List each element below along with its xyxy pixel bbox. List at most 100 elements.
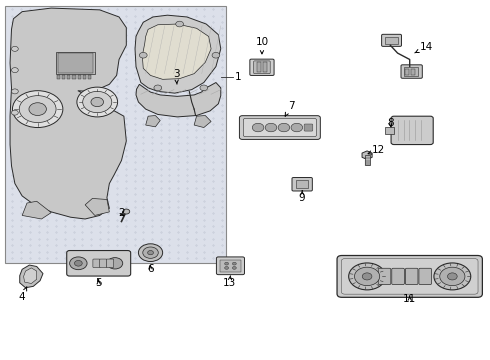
Bar [57, 54, 94, 73]
Bar [404, 67, 418, 76]
Circle shape [447, 273, 457, 280]
FancyBboxPatch shape [93, 259, 100, 267]
Circle shape [29, 103, 47, 116]
Text: 8: 8 [387, 118, 393, 128]
Polygon shape [135, 15, 221, 93]
Text: 12: 12 [368, 145, 385, 155]
Circle shape [440, 267, 465, 285]
Bar [77, 75, 81, 78]
Bar [411, 69, 415, 75]
FancyBboxPatch shape [382, 34, 401, 46]
FancyBboxPatch shape [240, 116, 320, 139]
Text: 9: 9 [299, 191, 305, 203]
FancyBboxPatch shape [392, 268, 404, 284]
Bar [5, 6, 225, 263]
Circle shape [354, 267, 380, 285]
Circle shape [154, 85, 162, 91]
Bar [405, 69, 409, 75]
FancyBboxPatch shape [378, 268, 391, 284]
Circle shape [291, 123, 303, 132]
Text: 3: 3 [173, 69, 179, 84]
Circle shape [11, 46, 18, 51]
Bar [56, 75, 60, 78]
Text: 1: 1 [235, 72, 242, 82]
Circle shape [265, 123, 277, 132]
Circle shape [278, 123, 290, 132]
Bar [88, 75, 92, 78]
FancyBboxPatch shape [254, 61, 270, 74]
FancyBboxPatch shape [292, 177, 312, 191]
FancyBboxPatch shape [337, 256, 482, 297]
Circle shape [123, 209, 130, 214]
Polygon shape [85, 198, 109, 215]
Bar [257, 62, 261, 72]
FancyBboxPatch shape [106, 259, 114, 267]
Circle shape [107, 258, 122, 269]
FancyBboxPatch shape [401, 65, 422, 78]
Text: 2: 2 [118, 208, 125, 217]
FancyBboxPatch shape [217, 257, 245, 275]
Bar [386, 37, 398, 44]
Circle shape [232, 266, 236, 269]
Circle shape [83, 91, 112, 113]
Polygon shape [136, 82, 221, 117]
Circle shape [434, 263, 471, 290]
Polygon shape [362, 151, 372, 159]
Polygon shape [24, 268, 37, 283]
Text: 14: 14 [415, 42, 433, 53]
Circle shape [77, 87, 118, 117]
Bar [385, 127, 394, 134]
Polygon shape [10, 8, 126, 219]
FancyBboxPatch shape [99, 259, 107, 267]
FancyBboxPatch shape [342, 259, 478, 294]
Text: 6: 6 [147, 264, 154, 274]
Circle shape [11, 89, 18, 94]
FancyBboxPatch shape [67, 251, 131, 276]
Circle shape [74, 260, 82, 266]
Text: 13: 13 [223, 276, 236, 288]
Bar [56, 53, 95, 74]
Bar [73, 75, 75, 78]
Circle shape [139, 53, 147, 58]
FancyBboxPatch shape [391, 116, 433, 145]
FancyBboxPatch shape [304, 124, 313, 131]
Circle shape [12, 91, 63, 127]
Circle shape [200, 85, 208, 91]
Polygon shape [22, 201, 51, 219]
Polygon shape [20, 265, 43, 288]
Circle shape [224, 262, 228, 265]
Text: 10: 10 [255, 37, 269, 54]
Circle shape [147, 251, 153, 255]
Bar [220, 260, 241, 272]
Text: 5: 5 [96, 278, 102, 288]
Circle shape [252, 123, 264, 132]
Circle shape [349, 263, 386, 290]
Bar [263, 62, 267, 72]
Circle shape [19, 96, 56, 123]
FancyBboxPatch shape [405, 268, 418, 284]
Circle shape [232, 262, 236, 265]
Text: 11: 11 [403, 294, 416, 304]
Bar [365, 155, 369, 165]
Bar [62, 75, 65, 78]
Circle shape [11, 68, 18, 73]
Text: 4: 4 [19, 287, 27, 302]
Circle shape [212, 53, 220, 58]
Circle shape [176, 21, 183, 27]
Circle shape [143, 247, 158, 258]
FancyBboxPatch shape [419, 268, 432, 284]
Text: 7: 7 [285, 100, 294, 116]
Polygon shape [194, 116, 211, 127]
FancyBboxPatch shape [244, 118, 317, 136]
Bar [296, 180, 309, 188]
Circle shape [11, 110, 18, 115]
Polygon shape [142, 24, 211, 79]
Circle shape [362, 273, 372, 280]
Circle shape [224, 266, 228, 269]
Bar [83, 75, 86, 78]
Circle shape [138, 244, 163, 261]
Polygon shape [146, 116, 160, 127]
FancyBboxPatch shape [250, 59, 274, 76]
Bar [67, 75, 71, 78]
Circle shape [91, 98, 103, 107]
